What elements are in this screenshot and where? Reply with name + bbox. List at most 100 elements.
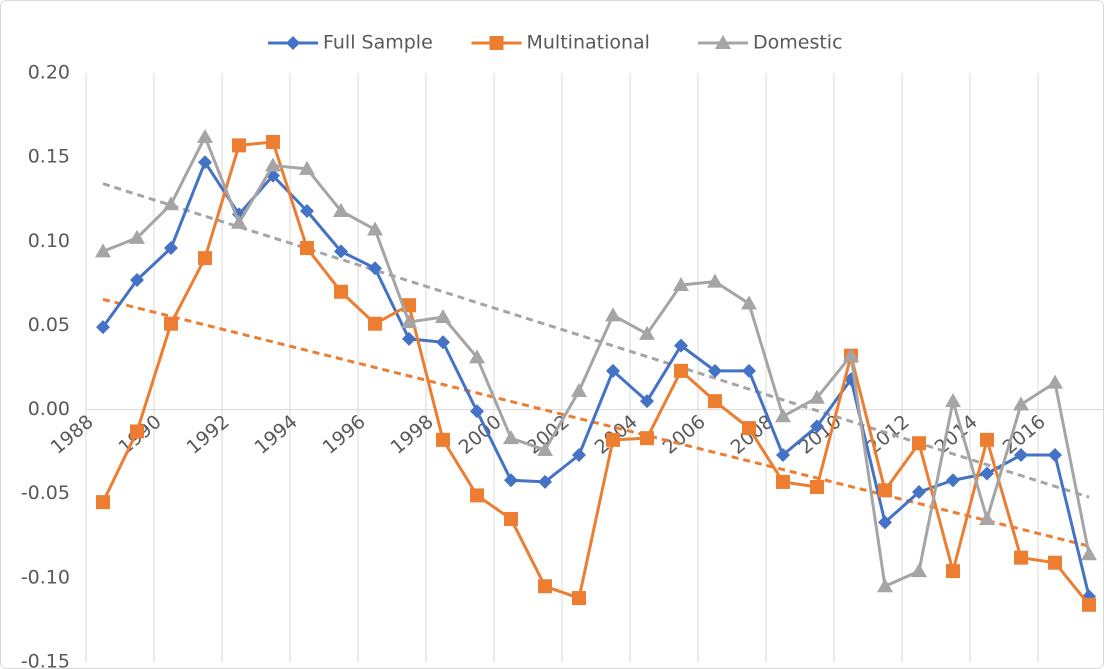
marker [368,316,382,331]
marker [776,448,790,463]
marker [130,424,144,439]
marker [470,488,484,503]
marker [470,404,484,419]
marker [1048,448,1062,463]
marker [911,563,927,578]
trendline [102,182,1090,499]
marker [300,203,314,218]
y-tick-label: -0.15 [21,651,70,669]
marker [504,511,518,526]
legend-marker [715,35,731,49]
marker [334,244,348,259]
marker [979,510,995,525]
y-tick-label: 0.05 [28,314,70,336]
marker [912,485,926,500]
marker [231,214,247,229]
marker [129,229,145,244]
marker [571,383,587,398]
series-line [101,160,1091,597]
marker [843,347,859,362]
marker [674,338,688,353]
marker [96,495,110,510]
marker [810,419,824,434]
legend-marker [489,36,504,50]
marker [504,473,518,488]
marker [163,196,179,211]
marker [912,436,926,451]
marker [945,393,961,408]
marker [946,564,960,579]
y-tick-label: 0.00 [28,398,70,420]
marker [741,295,757,310]
y-tick-label: -0.05 [21,482,70,504]
marker [1014,448,1028,463]
marker [708,394,722,409]
marker [707,273,723,288]
marker [605,307,621,322]
marker [538,579,552,594]
marker [1048,555,1062,570]
marker [572,448,586,463]
marker [878,515,892,530]
marker [639,325,655,340]
trendline [102,297,1090,548]
legend-label: Full Sample [323,32,433,54]
marker [606,363,620,378]
marker [538,474,552,489]
marker [402,331,416,346]
marker [1013,396,1029,411]
marker [96,320,110,335]
marker [164,316,178,331]
marker [980,466,994,481]
marker [606,432,620,447]
marker [640,431,654,446]
marker [1081,546,1097,561]
marker [674,363,688,378]
marker [572,591,586,606]
marker [469,349,485,364]
marker [401,314,417,329]
y-tick-label: 0.10 [28,230,70,252]
marker [436,335,450,350]
marker [197,128,213,143]
marker [95,243,111,258]
marker [1082,597,1096,612]
marker [232,138,246,153]
marker [1047,374,1063,389]
marker [130,272,144,287]
legend-label: Domestic [753,32,843,54]
series-line [102,135,1091,588]
marker [809,389,825,404]
marker [300,241,314,256]
marker [742,363,756,378]
marker [333,202,349,217]
marker [1014,550,1028,565]
marker [537,441,553,456]
y-tick-label: 0.20 [28,62,70,84]
marker [435,309,451,324]
marker [164,241,178,256]
marker [368,261,382,276]
marker [367,221,383,236]
marker [775,408,791,423]
marker [265,157,281,172]
marker [878,483,892,498]
marker [436,432,450,447]
marker [198,155,212,170]
marker [640,394,654,409]
marker [503,430,519,445]
marker [980,432,994,447]
legend-label: Multinational [527,32,650,54]
marker [776,474,790,489]
marker [946,473,960,488]
marker [334,284,348,299]
legend-marker [286,36,300,50]
marker [299,160,315,175]
marker [673,277,689,292]
marker [810,479,824,494]
marker [198,251,212,266]
marker [266,134,280,149]
marker [877,578,893,593]
